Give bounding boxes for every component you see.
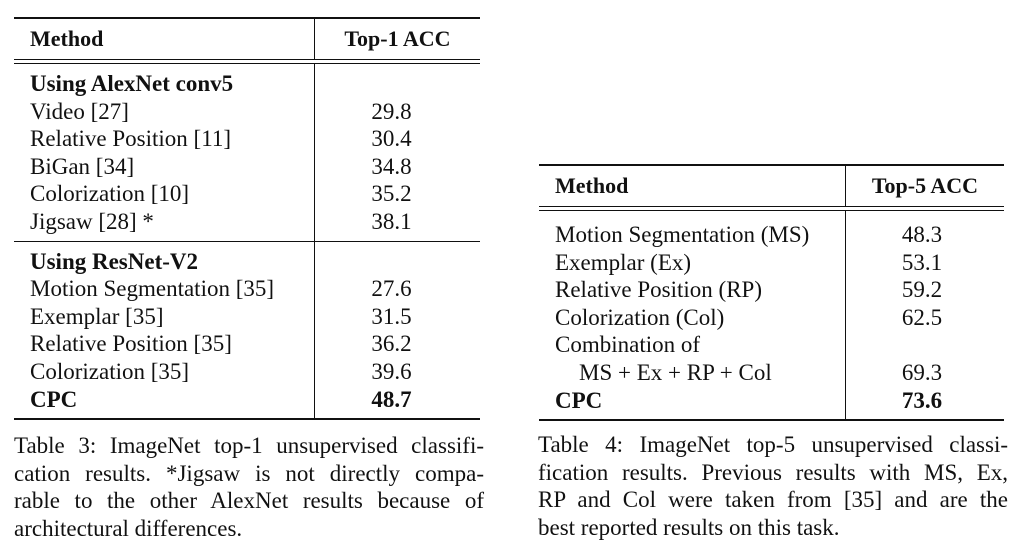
table-row: Exemplar (Ex) 53.1	[539, 248, 1004, 277]
header-method: Method	[555, 173, 629, 198]
row-method: Exemplar (Ex)	[555, 249, 692, 275]
row-value: 69.3	[845, 358, 1004, 387]
table-row: Exemplar [35] 31.5	[14, 302, 480, 331]
table-row: BiGan [34] 34.8	[14, 152, 480, 181]
row-method: Colorization [10]	[30, 181, 190, 207]
section-title: Using ResNet-V2	[14, 247, 480, 276]
table-row: Video [27] 29.8	[14, 97, 480, 126]
row-value: 30.4	[314, 125, 480, 153]
table-3: Method Top-1 ACC Using AlexNet conv5 Vid…	[14, 17, 480, 421]
row-method: Relative Position (RP)	[555, 277, 762, 303]
row-method: Motion Segmentation (MS)	[555, 222, 810, 247]
header-method: Method	[30, 26, 104, 51]
table-row: Relative Position (RP) 59.2	[539, 276, 1004, 304]
table-row: Relative Position [11] 30.4	[14, 125, 480, 153]
caption-line: Table 4: ImageNet top-5 unsupervised cla…	[538, 432, 1008, 457]
header-metric: Top-5 ACC	[845, 166, 1004, 206]
caption-line: cation results. *Jigsaw is not directly …	[14, 460, 484, 486]
row-value: 36.2	[314, 330, 480, 358]
row-method: Motion Segmentation [35]	[30, 276, 275, 302]
table-header-row: Method Top-5 ACC	[539, 166, 1004, 206]
table-top-rule	[539, 164, 1004, 166]
row-value: 35.2	[314, 180, 480, 208]
table-4-caption: Table 4: ImageNet top-5 unsupervised cla…	[538, 431, 1008, 541]
table-3-caption: Table 3: ImageNet top-1 unsupervised cla…	[14, 432, 484, 542]
row-method: Jigsaw [28] *	[30, 208, 154, 234]
table-row-cpc: CPC 73.6	[539, 386, 1004, 415]
row-method: Combination of	[555, 332, 701, 358]
table-row: MS + Ex + RP + Col 69.3	[539, 358, 1004, 387]
row-method: Video [27]	[30, 98, 129, 124]
row-method: Relative Position [35]	[30, 331, 232, 357]
caption-line: best reported results on this task.	[538, 514, 840, 540]
table-row: Colorization [35] 39.6	[14, 357, 480, 386]
table-row: Motion Segmentation [35] 27.6	[14, 275, 480, 303]
row-value: 53.1	[845, 248, 1004, 277]
table-header-row: Method Top-1 ACC	[14, 19, 480, 59]
table-row: Colorization (Col) 62.5	[539, 303, 1004, 332]
row-value: 31.5	[314, 302, 480, 331]
table-row: Jigsaw [28] * 38.1	[14, 207, 480, 236]
row-method: BiGan [34]	[30, 153, 135, 179]
row-value: 29.8	[314, 97, 480, 126]
table-header-rule	[539, 206, 1004, 211]
table-bottom-rule	[539, 419, 1004, 422]
row-value: 62.5	[845, 303, 1004, 332]
section-rule	[14, 240, 480, 242]
caption-line: Table 3: ImageNet top-1 unsupervised cla…	[14, 433, 484, 458]
row-value: 48.7	[314, 385, 480, 414]
table-row: Combination of	[539, 331, 1004, 359]
caption-line: architectural differences.	[14, 515, 243, 541]
header-metric: Top-1 ACC	[314, 19, 480, 59]
row-value: 48.3	[845, 221, 1004, 249]
section-title: Using AlexNet conv5	[14, 70, 480, 98]
row-method: Colorization (Col)	[555, 304, 725, 330]
caption-line: fication results. Previous results with …	[538, 459, 1008, 485]
table-header-rule	[14, 59, 480, 64]
caption-line: RP and Col were taken from [35] and are …	[538, 487, 1008, 512]
row-method: MS + Ex + RP + Col	[579, 359, 772, 385]
row-method: CPC	[555, 387, 603, 413]
table-top-rule	[14, 17, 480, 19]
table-row-cpc: CPC 48.7	[14, 385, 480, 414]
row-method: Relative Position [11]	[30, 126, 232, 152]
table-bottom-rule	[14, 418, 480, 421]
row-value: 27.6	[314, 275, 480, 303]
table-row: Motion Segmentation (MS) 48.3	[539, 221, 1004, 249]
table-row: Relative Position [35] 36.2	[14, 330, 480, 358]
row-method: CPC	[30, 386, 78, 412]
table-row: Colorization [10] 35.2	[14, 180, 480, 208]
caption-line: rable to the other AlexNet results becau…	[14, 488, 484, 513]
row-value: 73.6	[845, 386, 1004, 415]
row-method: Colorization [35]	[30, 358, 190, 384]
row-value	[845, 331, 1004, 359]
table-4: Method Top-5 ACC Motion Segmentation (MS…	[539, 164, 1004, 422]
row-method: Exemplar [35]	[30, 303, 164, 329]
row-value: 39.6	[314, 357, 480, 386]
row-value: 38.1	[314, 207, 480, 236]
row-value: 59.2	[845, 276, 1004, 304]
row-value: 34.8	[314, 152, 480, 181]
